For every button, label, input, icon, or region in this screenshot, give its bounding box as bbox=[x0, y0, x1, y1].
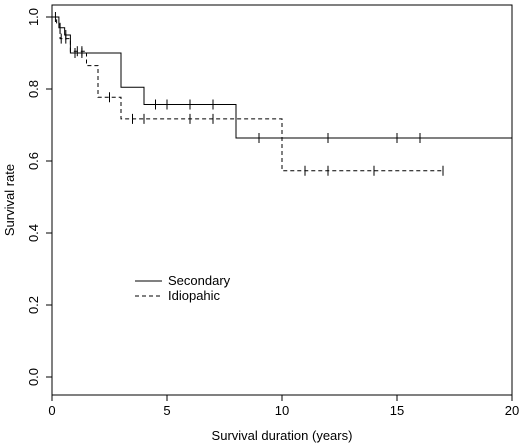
y-tick-label: 0.4 bbox=[26, 224, 41, 242]
x-tick-label: 0 bbox=[48, 403, 55, 418]
curves-layer bbox=[52, 12, 512, 176]
y-tick-label: 0.6 bbox=[26, 152, 41, 170]
y-tick-label: 0.0 bbox=[26, 368, 41, 386]
x-tick-label: 20 bbox=[505, 403, 519, 418]
legend-label-idiopahic: Idiopahic bbox=[168, 288, 221, 303]
x-axis-label: Survival duration (years) bbox=[212, 428, 353, 443]
y-tick-label: 0.8 bbox=[26, 80, 41, 98]
y-axis-label: Survival rate bbox=[2, 164, 17, 236]
y-tick-label: 0.2 bbox=[26, 296, 41, 314]
x-tick-label: 5 bbox=[163, 403, 170, 418]
survival-curve-idiopahic bbox=[52, 16, 443, 172]
x-tick-label: 10 bbox=[275, 403, 289, 418]
y-tick-label: 1.0 bbox=[26, 8, 41, 26]
x-tick-label: 15 bbox=[390, 403, 404, 418]
legend-label-secondary: Secondary bbox=[168, 273, 231, 288]
axis-ticks: 0 5 10 15 20 0.0 0.2 0.4 0.6 0.8 1.0 bbox=[26, 8, 519, 418]
legend: Secondary Idiopahic bbox=[135, 273, 231, 303]
